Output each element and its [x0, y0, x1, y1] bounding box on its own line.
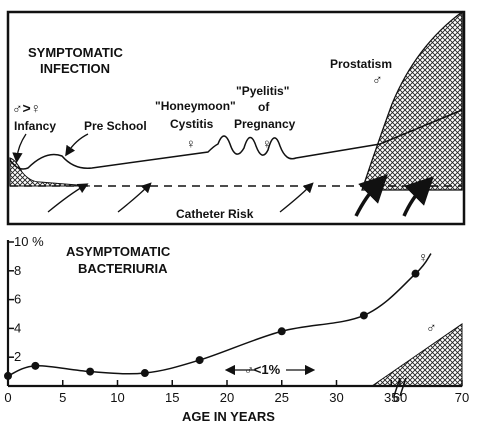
chart-title-line1: ASYMPTOMATIC [66, 244, 171, 259]
top-title-line2: INFECTION [40, 61, 110, 76]
y-tick-label: 6 [14, 292, 21, 307]
chart-title-line2: BACTERIURIA [78, 261, 168, 276]
pyelitis-label-line3: Pregnancy [234, 117, 296, 131]
pyelitis-label-line2: of [258, 100, 270, 114]
x-tick-label: 25 [275, 390, 289, 405]
female-curve-symbol: ♀ [418, 249, 429, 265]
x-tick-label: 70 [455, 390, 469, 405]
infancy-pointer-arrow [12, 133, 27, 164]
data-point [277, 327, 286, 336]
data-point [359, 311, 368, 320]
male-hatched-region [370, 323, 463, 387]
pyelitis-symbol: ♀ [262, 136, 272, 151]
prostatism-hatched-region [361, 10, 463, 191]
x-tick-label: 35 [384, 390, 398, 405]
catheter-arrow-2 [117, 182, 152, 213]
x-tick-label: 0 [4, 390, 11, 405]
x-tick-label: 10 [110, 390, 124, 405]
infancy-hatched-region [9, 157, 91, 187]
x-tick-label: 60 [393, 390, 407, 405]
symptomatic-infection-curve [9, 109, 463, 170]
honeymoon-symbol: ♀ [186, 136, 196, 151]
top-title-line1: SYMPTOMATIC [28, 45, 123, 60]
catheter-arrow-1 [47, 183, 89, 213]
catheter-arrow-4 [354, 174, 388, 217]
bacteriuria-series-line [7, 253, 432, 377]
y-tick-label: 10 % [14, 234, 44, 249]
top-panel-frame [6, 10, 466, 226]
x-tick-label: 20 [220, 390, 234, 405]
data-point [195, 356, 204, 365]
data-point [31, 361, 40, 370]
pyelitis-label-line1: "Pyelitis" [236, 84, 289, 98]
x-tick-label: 30 [329, 390, 343, 405]
data-point [4, 371, 12, 380]
y-tick-label: 4 [14, 320, 21, 335]
pre-school-label: Pre School [84, 119, 147, 133]
prostatism-label: Prostatism [330, 57, 392, 71]
catheter-arrow-5 [402, 176, 434, 217]
honeymoon-label-line2: Cystitis [170, 117, 214, 131]
y-tick-label: 2 [14, 349, 21, 364]
catheter-risk-label: Catheter Risk [176, 207, 254, 221]
bacteriuria-chart: ASYMPTOMATIC BACTERIURIA ♀ ♂ ♂<1% AGE IN… [4, 234, 469, 424]
male-note-label: ♂<1% [244, 362, 281, 377]
data-point [411, 269, 420, 278]
x-tick-label: 5 [59, 390, 66, 405]
pre-school-pointer-arrow [65, 133, 89, 157]
catheter-arrow-3 [279, 182, 314, 213]
male-region-symbol: ♂ [426, 319, 437, 335]
infancy-symbol: ♂>♀ [12, 100, 41, 116]
infancy-label: Infancy [14, 119, 56, 133]
honeymoon-label-line1: "Honeymoon" [155, 99, 236, 113]
data-point [140, 369, 149, 378]
prostatism-symbol: ♂ [372, 71, 383, 87]
x-axis-label: AGE IN YEARS [182, 409, 275, 424]
data-point [86, 367, 95, 376]
x-tick-label: 15 [165, 390, 179, 405]
y-tick-label: 8 [14, 263, 21, 278]
